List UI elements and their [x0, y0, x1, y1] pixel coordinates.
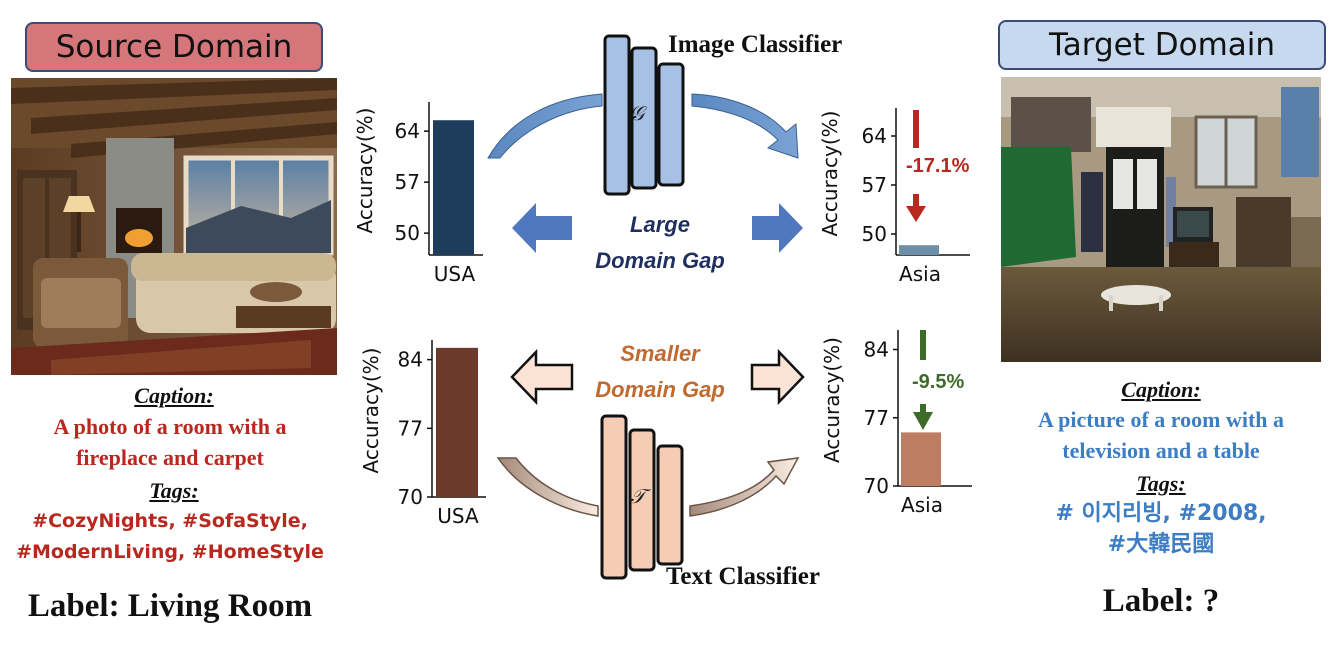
source-tags-heading: Tags: — [149, 478, 199, 503]
y-tick-label: 77 — [398, 416, 423, 440]
y-tick-label: 77 — [864, 406, 889, 430]
source-living-room-image — [11, 78, 337, 375]
text-classifier-symbol: 𝒯 — [630, 486, 646, 508]
target-room-image — [1001, 77, 1321, 362]
target-label: Label: ? — [1102, 583, 1220, 619]
y-tick-label: 70 — [398, 485, 423, 509]
y-tick-label: 57 — [862, 173, 887, 197]
image-drop-indicator — [906, 110, 926, 222]
x-tick-label: USA — [437, 504, 479, 528]
smaller-gap-left-arrow — [510, 348, 574, 406]
x-tick-label: USA — [434, 262, 476, 286]
image-accuracy-drop: -17.1% — [906, 155, 970, 177]
center-diagram: 50 57 64 USA Accuracy(%) 50 57 64 Asia Accuracy(%… — [353, 34, 972, 580]
y-tick-label: 64 — [395, 119, 420, 143]
curved-arrow-from-text-classifier — [689, 457, 800, 517]
target-caption-line-2: television and a table — [1062, 438, 1260, 463]
y-tick-label: 50 — [395, 221, 420, 245]
source-tags-line-2: #ModernLiving, #HomeStyle — [16, 541, 324, 563]
y-tick-label: 50 — [862, 222, 887, 246]
image-classifier-symbol: 𝒢 — [630, 103, 645, 125]
target-domain-title: Target Domain — [998, 20, 1326, 70]
curved-arrow-to-text-classifier — [496, 457, 599, 517]
source-tags-line-1: #CozyNights, #SofaStyle, — [32, 510, 308, 532]
large-gap-line-2: Domain Gap — [595, 248, 725, 273]
x-tick-label: Asia — [901, 493, 943, 517]
source-domain-title: Source Domain — [25, 22, 323, 72]
text-classifier-title: Text Classifier — [666, 563, 820, 590]
source-caption-line-1: A photo of a room with a — [53, 414, 287, 439]
large-gap-line-1: Large — [630, 212, 690, 237]
y-tick-label: 57 — [395, 170, 420, 194]
x-tick-label: Asia — [899, 262, 941, 286]
y-axis-label: Accuracy(%) — [353, 108, 377, 234]
source-caption-line-2: fireplace and carpet — [76, 445, 264, 470]
y-axis-label: Accuracy(%) — [359, 348, 383, 474]
target-caption-line-1: A picture of a room with a — [1037, 407, 1285, 432]
curved-arrow-from-image-classifier — [691, 93, 799, 159]
large-gap-right-arrow — [752, 203, 803, 253]
target-tags-line-1: # 이지리빙, #2008, — [1055, 501, 1267, 526]
image-classifier-title: Image Classifier — [668, 31, 843, 58]
target-tags-line-2: #大韓民國 — [1107, 532, 1215, 557]
large-gap-left-arrow — [512, 203, 572, 253]
bar-usa — [436, 347, 478, 497]
y-axis-label: Accuracy(%) — [820, 337, 844, 463]
y-axis-label: Accuracy(%) — [818, 111, 842, 237]
y-tick-label: 70 — [864, 474, 889, 498]
bar-asia — [901, 432, 941, 486]
bar-asia — [899, 245, 939, 255]
smaller-gap-line-2: Domain Gap — [595, 377, 725, 402]
source-label: Label: Living Room — [27, 588, 313, 624]
source-caption-heading: Caption: — [134, 383, 214, 408]
text-classifier-network — [600, 414, 684, 580]
bar-usa — [433, 120, 474, 255]
target-caption-heading: Caption: — [1121, 377, 1201, 402]
text-drop-indicator — [913, 330, 933, 430]
image-classifier-network — [603, 34, 685, 196]
y-tick-label: 64 — [862, 124, 887, 148]
target-tags-heading: Tags: — [1136, 471, 1186, 496]
smaller-gap-line-1: Smaller — [620, 341, 700, 366]
y-tick-label: 84 — [398, 348, 423, 372]
y-tick-label: 84 — [864, 338, 889, 362]
text-accuracy-drop: -9.5% — [912, 371, 965, 393]
smaller-gap-right-arrow — [750, 348, 805, 406]
curved-arrow-to-image-classifier — [487, 93, 603, 159]
